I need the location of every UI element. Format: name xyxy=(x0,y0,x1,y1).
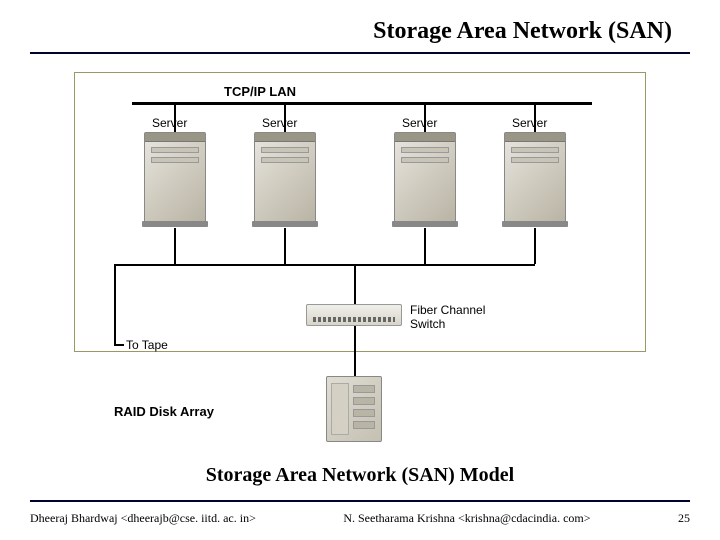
server-icon xyxy=(254,132,324,232)
raid-disk-array-icon xyxy=(326,376,382,442)
server-icon xyxy=(504,132,574,232)
bus-line xyxy=(174,228,176,264)
bus-line xyxy=(114,344,124,346)
fiber-channel-switch-icon xyxy=(306,304,402,326)
bus-line xyxy=(114,264,116,344)
footer-rule xyxy=(30,500,690,502)
san-diagram: TCP/IP LAN Server Server Server Server xyxy=(74,72,646,452)
server-icon xyxy=(394,132,464,232)
raid-label: RAID Disk Array xyxy=(114,404,214,419)
header: Storage Area Network (SAN) xyxy=(0,18,720,45)
switch-label-line1: Fiber Channel Switch xyxy=(410,303,485,331)
page-title: Storage Area Network (SAN) xyxy=(0,18,672,45)
bus-line xyxy=(354,264,356,304)
to-tape-label: To Tape xyxy=(126,338,168,352)
footer-author-left: Dheeraj Bhardwaj <dheerajb@cse. iitd. ac… xyxy=(30,511,256,526)
server-label: Server xyxy=(152,116,187,130)
switch-label: Fiber Channel Switch xyxy=(410,304,485,332)
server-label: Server xyxy=(402,116,437,130)
page-number: 25 xyxy=(678,511,690,526)
server-label: Server xyxy=(512,116,547,130)
server-icon xyxy=(144,132,214,232)
diagram-caption: Storage Area Network (SAN) Model xyxy=(0,464,720,487)
bus-line xyxy=(114,264,535,266)
footer-author-center: N. Seetharama Krishna <krishna@cdacindia… xyxy=(256,511,678,526)
bus-line xyxy=(354,326,356,376)
bus-line xyxy=(284,228,286,264)
bus-line xyxy=(534,228,536,264)
header-rule xyxy=(30,52,690,54)
lan-bar xyxy=(132,102,592,105)
lan-label: TCP/IP LAN xyxy=(224,84,296,99)
footer: Dheeraj Bhardwaj <dheerajb@cse. iitd. ac… xyxy=(30,511,690,526)
server-label: Server xyxy=(262,116,297,130)
bus-line xyxy=(424,228,426,264)
